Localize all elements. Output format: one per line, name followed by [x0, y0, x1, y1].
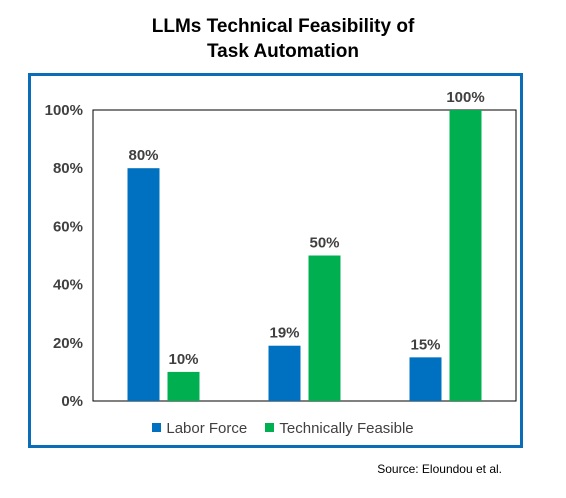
data-label: 15% — [410, 336, 440, 353]
legend-swatch-labor-force — [152, 423, 162, 432]
data-label: 100% — [446, 89, 484, 106]
bar-labor-force — [409, 357, 442, 401]
chart-title-line1: LLMs Technical Feasibility of — [151, 16, 415, 37]
bar-labor-force — [268, 345, 301, 401]
legend-item-labor-force: Labor Force — [152, 420, 247, 437]
y-tick-label: 20% — [53, 335, 83, 352]
data-label: 50% — [309, 235, 339, 252]
chart-title: LLMs Technical Feasibility of Task Autom… — [0, 14, 566, 64]
plot-area — [92, 109, 517, 402]
source-note: Source: Eloundou et al. — [377, 462, 502, 476]
legend-item-technically-feasible: Technically Feasible — [265, 420, 414, 437]
legend-label-labor-force: Labor Force — [166, 420, 248, 437]
data-label: 80% — [128, 147, 158, 164]
bar-technically-feasible — [308, 255, 341, 401]
y-tick-label: 0% — [61, 393, 83, 410]
data-label: 10% — [168, 351, 198, 368]
bar-technically-feasible — [167, 371, 200, 401]
legend: Labor Force Technically Feasible — [0, 420, 566, 437]
y-tick-label: 60% — [53, 218, 83, 235]
data-label: 19% — [269, 325, 299, 342]
chart-title-line2: Task Automation — [206, 41, 359, 62]
y-tick-label: 100% — [45, 102, 83, 119]
legend-swatch-technically-feasible — [265, 423, 275, 432]
bar-technically-feasible — [449, 110, 482, 401]
bar-labor-force — [127, 168, 160, 401]
y-tick-label: 80% — [53, 160, 83, 177]
legend-label-technically-feasible: Technically Feasible — [279, 420, 414, 437]
y-tick-label: 40% — [53, 277, 83, 294]
